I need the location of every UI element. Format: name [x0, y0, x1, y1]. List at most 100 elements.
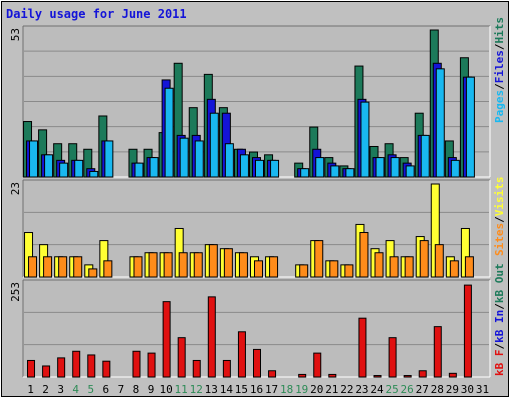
x-tick-label: 27 — [416, 383, 429, 396]
x-tick-label: 8 — [133, 383, 140, 396]
sites-bar — [464, 256, 474, 278]
x-tick-label: 5 — [87, 383, 94, 396]
x-tick-label: 12 — [190, 383, 203, 396]
sites-bar — [389, 256, 399, 278]
pages-bar — [44, 154, 54, 178]
kbf-bar — [358, 317, 367, 378]
pages-bar — [390, 157, 400, 178]
x-tick-label: 7 — [118, 383, 125, 396]
sites-bar — [449, 260, 459, 278]
pages-bar — [315, 157, 325, 178]
pages-bar — [405, 165, 415, 178]
x-tick-label: 24 — [370, 383, 384, 396]
x-tick-label: 30 — [461, 383, 474, 396]
x-tick-label: 17 — [265, 383, 278, 396]
kbf-bar — [177, 337, 186, 378]
kbf-bar — [313, 352, 322, 378]
pages-bar — [29, 140, 39, 178]
x-tick-label: 3 — [57, 383, 64, 396]
legend-entry: kB F — [493, 350, 506, 377]
pages-bar — [345, 168, 355, 178]
sites-bar — [223, 248, 233, 278]
x-tick-label: 4 — [72, 383, 79, 396]
x-tick-label: 21 — [325, 383, 338, 396]
legend-entry: Pages — [493, 90, 506, 123]
x-tick-label: 26 — [401, 383, 414, 396]
kbf-bar — [87, 354, 96, 378]
pages-bar — [149, 157, 159, 178]
sites-bar — [299, 264, 309, 278]
sites-bar — [148, 252, 158, 278]
y-max-label: 53 — [9, 28, 22, 41]
pages-bar — [450, 159, 460, 178]
legend-entry: kB In — [493, 310, 506, 343]
x-tick-label: 11 — [175, 383, 188, 396]
pages-bar — [194, 140, 204, 178]
kbf-bar — [433, 326, 442, 378]
x-tick-label: 28 — [431, 383, 444, 396]
sites-bar — [434, 244, 444, 278]
sites-bar — [28, 256, 38, 278]
legend-entry: Visits — [493, 177, 506, 217]
x-tick-label: 20 — [310, 383, 323, 396]
x-tick-label: 13 — [205, 383, 218, 396]
pages-bar — [420, 134, 430, 178]
pages-bar — [300, 168, 310, 178]
x-tick-label: 31 — [476, 383, 489, 396]
legend-text: Pages/Files/Hits — [493, 17, 506, 123]
kbf-bar — [268, 370, 277, 378]
sites-bar — [73, 256, 83, 278]
pages-bar — [360, 101, 370, 178]
kbf-bar — [448, 372, 457, 378]
kbf-bar — [102, 360, 111, 378]
x-tick-label: 6 — [103, 383, 110, 396]
sites-bar — [269, 256, 279, 278]
x-tick-label: 2 — [42, 383, 49, 396]
x-tick-label: 22 — [340, 383, 353, 396]
legend-text: Sites/Visits — [493, 177, 506, 257]
pages-bar — [330, 165, 340, 178]
x-tick-label: 9 — [148, 383, 155, 396]
kbf-bar — [147, 352, 156, 378]
sites-bar — [374, 252, 384, 278]
sites-bar — [329, 260, 339, 278]
x-tick-label: 10 — [159, 383, 172, 396]
pages-bar — [239, 154, 249, 178]
pages-bar — [435, 68, 445, 178]
y-max-label: 253 — [9, 282, 22, 302]
kbf-bar — [373, 375, 382, 378]
sites-bar — [238, 252, 248, 278]
kbf-bar — [132, 350, 141, 378]
x-tick-label: 29 — [446, 383, 459, 396]
legend-entry: Files — [493, 50, 506, 83]
x-tick-label: 23 — [355, 383, 368, 396]
kbf-bar — [388, 337, 397, 378]
pages-bar — [179, 137, 189, 178]
pages-bar — [375, 157, 385, 178]
legend-entry: Hits — [493, 17, 506, 44]
pages-bar — [104, 140, 114, 178]
x-tick-label: 18 — [280, 383, 293, 396]
chart-title: Daily usage for June 2011 — [6, 7, 187, 21]
pages-bar — [74, 159, 84, 178]
kbf-bar — [57, 357, 66, 378]
kbf-bar — [403, 375, 412, 378]
kbf-bar — [222, 359, 231, 378]
sites-bar — [344, 264, 354, 278]
sites-bar — [193, 252, 203, 278]
x-tick-label: 16 — [250, 383, 263, 396]
pages-bar — [255, 159, 264, 178]
sites-bar — [404, 256, 414, 278]
sites-bar — [208, 244, 218, 278]
sites-bar — [178, 252, 188, 278]
legend-separator: / — [493, 83, 506, 90]
kbf-bar — [328, 373, 337, 378]
kbf-bar — [463, 284, 472, 378]
kbf-bar — [418, 370, 427, 378]
legend-separator: / — [493, 43, 506, 50]
kbf-bar — [298, 373, 307, 378]
kbf-bar — [192, 359, 201, 378]
kbf-bar — [162, 301, 171, 378]
